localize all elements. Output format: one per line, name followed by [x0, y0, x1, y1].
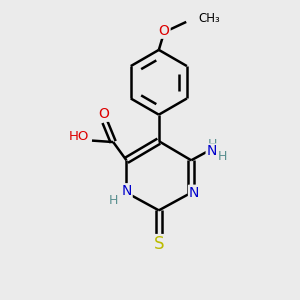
Text: N: N [207, 145, 217, 158]
Text: H: H [218, 150, 227, 163]
Text: S: S [154, 235, 164, 253]
Text: O: O [98, 107, 109, 121]
Text: HO: HO [69, 130, 89, 143]
Text: H: H [208, 138, 218, 151]
Text: O: O [159, 24, 170, 38]
Text: H: H [109, 194, 118, 207]
Text: N: N [189, 186, 200, 200]
Text: N: N [121, 184, 132, 198]
Text: CH₃: CH₃ [199, 13, 220, 26]
